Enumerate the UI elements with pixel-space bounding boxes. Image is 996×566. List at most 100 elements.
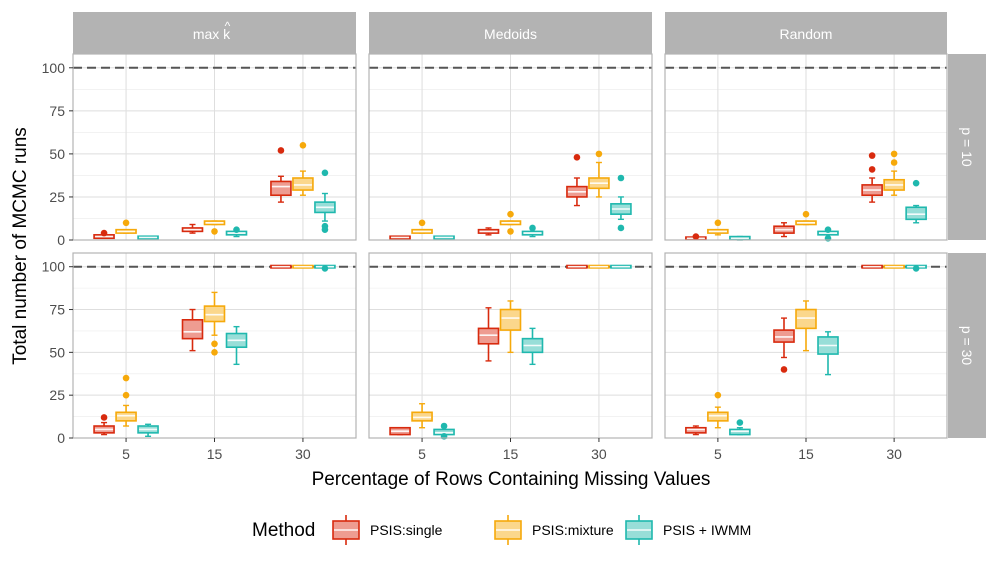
outlier-point bbox=[100, 414, 108, 421]
box-psis-mixture-15 bbox=[203, 291, 226, 356]
box-psis-iwmm-5 bbox=[137, 423, 159, 437]
outlier-point bbox=[714, 219, 722, 227]
box-body bbox=[181, 319, 204, 340]
box-psis-single-30 bbox=[270, 147, 292, 203]
box-psis-single-5 bbox=[389, 426, 411, 436]
outlier-point bbox=[321, 169, 329, 177]
box-psis-single-15 bbox=[773, 317, 795, 373]
x-tick-label: 15 bbox=[503, 446, 519, 462]
box-psis-mixture-5 bbox=[707, 391, 729, 429]
box-psis-single-15 bbox=[181, 223, 204, 234]
box-psis-iwmm-30 bbox=[314, 169, 336, 233]
outlier-point bbox=[824, 226, 832, 233]
legend-label: PSIS + IWMM bbox=[663, 522, 751, 538]
box-body bbox=[477, 327, 500, 345]
box-psis-mixture-5 bbox=[115, 374, 137, 427]
outlier-point bbox=[912, 179, 920, 187]
box-psis-iwmm-5 bbox=[137, 235, 159, 240]
legend-item-psis-iwmm: PSIS + IWMM bbox=[625, 515, 751, 545]
box-body bbox=[292, 177, 314, 191]
outlier-point bbox=[100, 229, 108, 237]
box-body bbox=[115, 411, 137, 422]
outlier-point bbox=[617, 224, 625, 232]
outlier-point bbox=[211, 228, 218, 235]
y-tick-label: 75 bbox=[49, 302, 65, 318]
box-psis-iwmm-15 bbox=[225, 325, 248, 366]
y-tick-label: 0 bbox=[57, 232, 65, 248]
x-tick-label: 15 bbox=[798, 446, 814, 462]
box-psis-mixture-5 bbox=[411, 403, 433, 429]
y-tick-label: 100 bbox=[42, 259, 66, 275]
strip-background bbox=[948, 253, 986, 438]
x-tick-label: 30 bbox=[886, 446, 902, 462]
outlier-point bbox=[211, 340, 218, 348]
box-psis-single-15 bbox=[773, 222, 795, 238]
outlier-point bbox=[277, 147, 285, 154]
outlier-point bbox=[321, 265, 329, 272]
box-body bbox=[729, 428, 751, 436]
strip-col-medoids: Medoids bbox=[369, 12, 652, 54]
panel-p10-max bbox=[72, 53, 357, 241]
box-psis-single-5 bbox=[685, 425, 707, 436]
x-tick-label: 15 bbox=[207, 446, 223, 462]
legend-item-psis-mixture: PSIS:mixture bbox=[494, 515, 614, 545]
y-axis-title: Total number of MCMC runs bbox=[10, 127, 31, 365]
box-psis-mixture-5 bbox=[411, 219, 433, 234]
box-body bbox=[270, 180, 292, 197]
legend-label: PSIS:mixture bbox=[532, 522, 614, 538]
strip-label: max k bbox=[193, 26, 231, 42]
outlier-point bbox=[122, 374, 130, 382]
outlier-point bbox=[890, 159, 898, 166]
strip-label: Medoids bbox=[484, 26, 537, 42]
outlier-point bbox=[780, 366, 788, 373]
box-psis-iwmm-15 bbox=[521, 224, 544, 238]
box-psis-mixture-15 bbox=[795, 210, 817, 226]
box-psis-mixture-30 bbox=[292, 141, 314, 196]
outlier-point bbox=[890, 150, 898, 158]
outlier-point bbox=[507, 210, 514, 218]
outlier-point bbox=[912, 265, 920, 272]
y-tick-label: 100 bbox=[42, 60, 66, 76]
outlier-point bbox=[529, 224, 536, 232]
box-psis-iwmm-15 bbox=[225, 226, 248, 238]
box-psis-single-30 bbox=[861, 152, 883, 203]
y-tick-label: 50 bbox=[49, 344, 65, 360]
box-psis-iwmm-30 bbox=[610, 264, 632, 269]
box-psis-single-30 bbox=[566, 154, 588, 207]
box-psis-mixture-15 bbox=[499, 300, 522, 354]
y-tick-label: 0 bbox=[57, 430, 65, 446]
strip-row-p30: p = 30 bbox=[948, 253, 986, 438]
box-psis-single-30 bbox=[270, 264, 292, 269]
outlier-point bbox=[418, 219, 426, 227]
outlier-point bbox=[868, 152, 876, 159]
box-psis-single-15 bbox=[477, 227, 500, 236]
legend-label: PSIS:single bbox=[370, 522, 443, 538]
box-psis-iwmm-5 bbox=[433, 235, 455, 240]
box-psis-mixture-30 bbox=[883, 264, 905, 269]
strip-background bbox=[665, 12, 947, 54]
outlier-point bbox=[122, 219, 130, 227]
y-tick-label: 50 bbox=[49, 146, 65, 162]
box-psis-mixture-30 bbox=[292, 264, 314, 269]
outlier-point bbox=[233, 226, 240, 233]
strip-hat-symbol: ^ bbox=[225, 19, 231, 33]
legend: Method PSIS:single PSIS:mixture PSIS + IWM… bbox=[252, 515, 751, 545]
outlier-point bbox=[595, 150, 603, 158]
box-psis-iwmm-30 bbox=[314, 264, 336, 272]
y-tick-label: 75 bbox=[49, 103, 65, 119]
box-psis-mixture-30 bbox=[883, 150, 905, 196]
box-psis-iwmm-15 bbox=[817, 226, 839, 242]
box-psis-single-15 bbox=[181, 308, 204, 352]
panel-p30-medoids bbox=[368, 252, 653, 440]
strip-col-random: Random bbox=[665, 12, 947, 54]
x-axis-title: Percentage of Rows Containing Missing Va… bbox=[312, 469, 711, 490]
x-tick-label: 30 bbox=[295, 446, 311, 462]
box-psis-single-30 bbox=[566, 264, 588, 269]
y-tick-label: 25 bbox=[49, 189, 65, 205]
outlier-point bbox=[507, 228, 514, 235]
box-body bbox=[411, 411, 433, 422]
outlier-point bbox=[617, 174, 625, 182]
x-tick-label: 30 bbox=[591, 446, 607, 462]
outlier-point bbox=[321, 226, 329, 233]
